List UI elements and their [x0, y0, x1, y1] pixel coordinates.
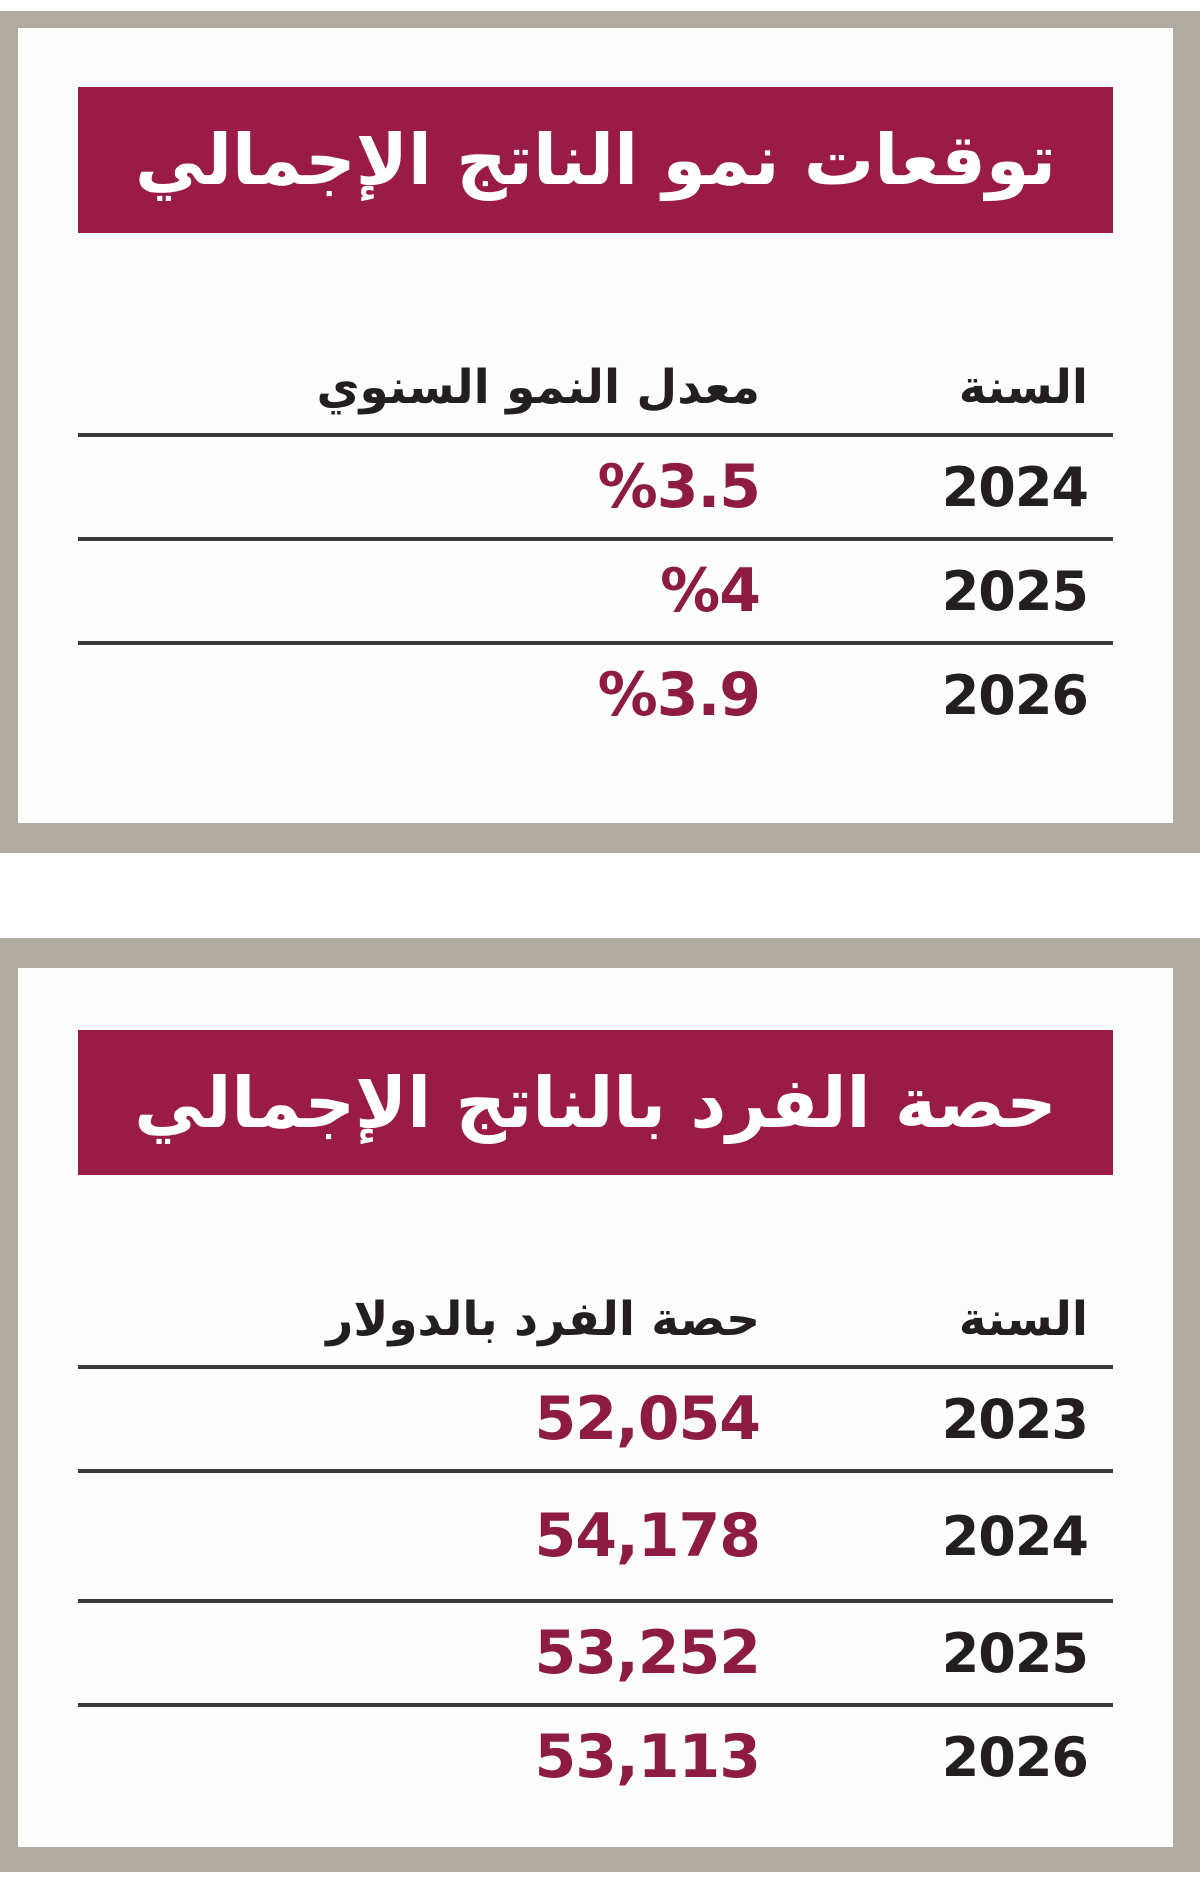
year-value: 2025 [941, 559, 1089, 623]
growth-rate-column-header: معدل النمو السنوي [316, 359, 760, 415]
growth-rate-value: %3.9 [597, 660, 761, 730]
divider [78, 1469, 1113, 1473]
table-row: 2026 %3.9 [78, 645, 1113, 745]
per-capita-value: 53,252 [534, 1618, 761, 1688]
gdp-per-capita-title: حصة الفرد بالناتج الإجمالي [134, 1061, 1057, 1144]
growth-rate-value: %3.5 [597, 452, 761, 522]
gdp-per-capita-card: حصة الفرد بالناتج الإجمالي السنة حصة الف… [0, 938, 1200, 1872]
gdp-growth-title: توقعات نمو الناتج الإجمالي [134, 119, 1057, 201]
growth-rate-value: %4 [660, 556, 761, 626]
divider [78, 1365, 1113, 1369]
year-value: 2023 [941, 1387, 1089, 1451]
year-value: 2026 [941, 663, 1089, 727]
divider [78, 1599, 1113, 1603]
table-row: 2025 %4 [78, 541, 1113, 641]
table-row: 2025 53,252 [78, 1603, 1113, 1703]
year-column-header: السنة [958, 1291, 1088, 1347]
per-capita-value: 54,178 [534, 1501, 761, 1571]
year-value: 2024 [941, 1504, 1089, 1568]
table-row: 2023 52,054 [78, 1369, 1113, 1469]
gdp-growth-card: توقعات نمو الناتج الإجمالي السنة معدل ال… [0, 11, 1200, 853]
divider [78, 1703, 1113, 1707]
divider [78, 537, 1113, 541]
divider [78, 641, 1113, 645]
per-capita-value: 53,113 [534, 1722, 761, 1792]
table-row: 2024 54,178 [78, 1473, 1113, 1599]
year-value: 2024 [941, 455, 1089, 519]
per-capita-column-header: حصة الفرد بالدولار [326, 1291, 760, 1347]
table-row: 2026 53,113 [78, 1707, 1113, 1807]
gdp-growth-header-row: السنة معدل النمو السنوي [78, 233, 1113, 433]
gdp-growth-table: السنة معدل النمو السنوي 2024 %3.5 2025 %… [78, 233, 1113, 745]
per-capita-value: 52,054 [534, 1384, 761, 1454]
year-value: 2025 [941, 1621, 1089, 1685]
table-row: 2024 %3.5 [78, 437, 1113, 537]
infographic-page: توقعات نمو الناتج الإجمالي السنة معدل ال… [0, 11, 1200, 1883]
gdp-per-capita-title-banner: حصة الفرد بالناتج الإجمالي [78, 1030, 1113, 1175]
gdp-growth-title-banner: توقعات نمو الناتج الإجمالي [78, 87, 1113, 233]
gdp-per-capita-header-row: السنة حصة الفرد بالدولار [78, 1175, 1113, 1365]
year-value: 2026 [941, 1725, 1089, 1789]
gdp-per-capita-table: السنة حصة الفرد بالدولار 2023 52,054 202… [78, 1175, 1113, 1807]
divider [78, 433, 1113, 437]
year-column-header: السنة [958, 359, 1088, 415]
